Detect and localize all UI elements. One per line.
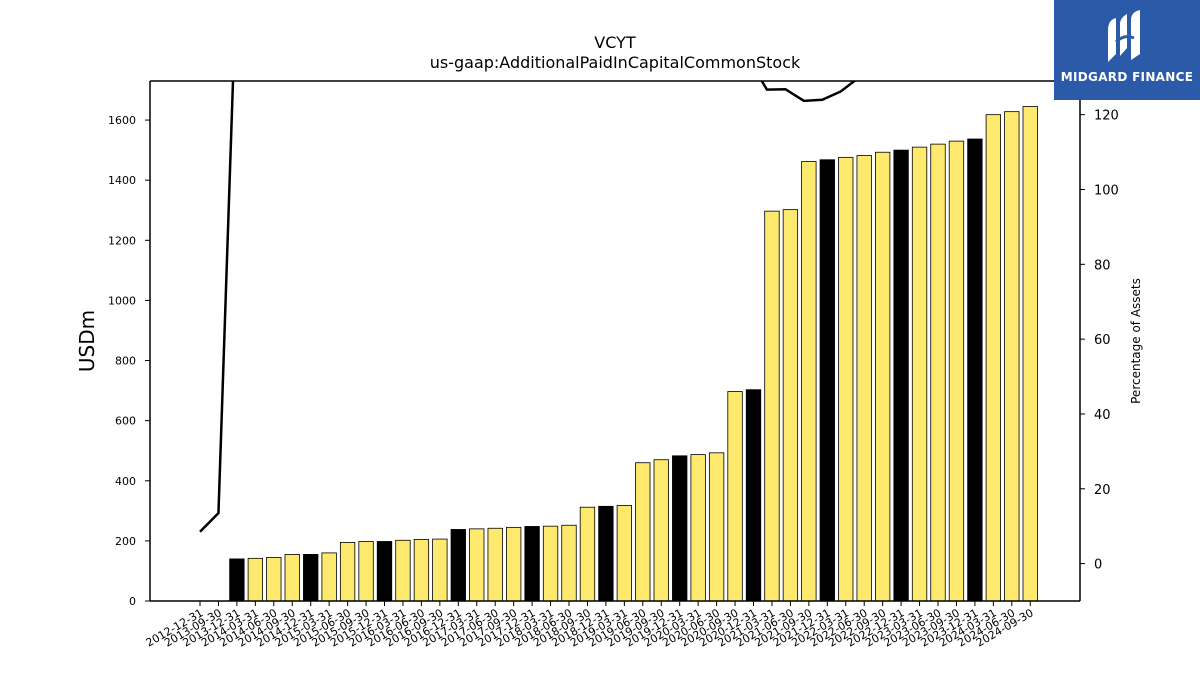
y2-tick-label: 20 <box>1094 483 1111 498</box>
y2-tick-label: 60 <box>1094 333 1111 348</box>
bar-2024-09-30 <box>1022 106 1038 602</box>
chart-subtitle: us-gaap:AdditionalPaidInCapitalCommonSto… <box>430 53 801 72</box>
bar-2021-12-31 <box>819 159 835 602</box>
bar-2016-06-30 <box>413 538 430 602</box>
line-group <box>199 81 857 533</box>
bar-2018-09-30 <box>579 506 596 602</box>
y-tick-label: 0 <box>129 595 136 608</box>
bar-2017-06-30 <box>487 527 503 602</box>
brand-logo: MIDGARD FINANCE <box>1054 0 1200 100</box>
bar-2018-03-31 <box>542 525 559 602</box>
bar-2022-12-31 <box>893 149 909 602</box>
y2-axis-label: Percentage of Assets <box>1129 278 1143 404</box>
y-tick-label: 400 <box>115 475 136 488</box>
y-tick-label: 600 <box>115 415 136 428</box>
y2-tick-label: 40 <box>1094 408 1111 423</box>
bar-2014-03-31 <box>247 557 264 602</box>
bar-2017-12-31 <box>524 526 540 602</box>
y-tick-label: 1200 <box>108 234 136 247</box>
bar-2018-12-31 <box>598 505 614 602</box>
brand-name: MIDGARD FINANCE <box>1060 70 1194 84</box>
bar-2014-12-31 <box>303 554 319 602</box>
bar-2020-09-30 <box>727 391 743 602</box>
bar-2016-12-31 <box>450 529 466 602</box>
bar-2024-06-30 <box>1004 111 1020 602</box>
line-series-segment-0 <box>760 81 857 103</box>
bar-2017-09-30 <box>505 526 522 602</box>
y-axis-label: USDm <box>75 310 99 372</box>
bar-2014-09-30 <box>284 554 300 602</box>
bar-2019-03-31 <box>616 505 632 602</box>
bar-2013-12-31 <box>229 558 245 602</box>
bar-2015-12-31 <box>376 541 393 602</box>
bar-2016-09-30 <box>432 538 448 602</box>
axes-group: 0 200 400 600 800 1000 1200 1400 1600 0 20 40 60 80 10… <box>108 80 1119 650</box>
y2-tick-label: 100 <box>1094 183 1119 198</box>
y-tick-label: 800 <box>115 355 136 368</box>
bars-group <box>229 106 1038 602</box>
bar-2015-09-30 <box>358 541 374 602</box>
bar-2020-12-31 <box>745 389 762 602</box>
bar-2019-12-31 <box>672 455 688 602</box>
y-tick-label: 1000 <box>108 294 136 307</box>
y-tick-label: 1400 <box>108 174 136 187</box>
bar-2016-03-31 <box>395 539 411 602</box>
bar-2022-03-31 <box>838 156 854 602</box>
y-tick-label: 200 <box>115 535 136 548</box>
bar-2014-06-30 <box>266 557 282 602</box>
bar-2022-09-30 <box>875 151 891 602</box>
y2-tick-label: 80 <box>1094 258 1111 273</box>
line-series-head <box>199 81 235 533</box>
y2-tick-label: 0 <box>1094 558 1102 573</box>
y2-tick-label: 120 <box>1094 109 1119 124</box>
bar-2017-03-31 <box>469 528 485 602</box>
bar-2024-03-31 <box>985 114 1001 602</box>
bar-2021-09-30 <box>801 161 817 602</box>
bar-2021-03-31 <box>764 210 780 602</box>
bar-2015-06-30 <box>339 541 356 602</box>
bar-2023-06-30 <box>930 143 946 602</box>
bar-2018-06-30 <box>561 524 577 602</box>
bar-2015-03-31 <box>321 552 337 602</box>
bar-2020-03-31 <box>690 454 706 602</box>
bar-2021-06-30 <box>782 209 799 602</box>
bar-2022-06-30 <box>856 155 872 602</box>
bar-2023-09-30 <box>948 140 965 602</box>
chart-title: VCYT <box>594 33 636 52</box>
midgard-logo-icon <box>1108 10 1140 62</box>
bar-2020-06-30 <box>708 452 725 602</box>
y-tick-label: 1600 <box>108 114 136 127</box>
bar-2023-12-31 <box>967 138 983 602</box>
bar-2019-06-30 <box>635 462 651 602</box>
bar-2023-03-31 <box>911 146 928 602</box>
bar-2019-09-30 <box>653 459 669 602</box>
